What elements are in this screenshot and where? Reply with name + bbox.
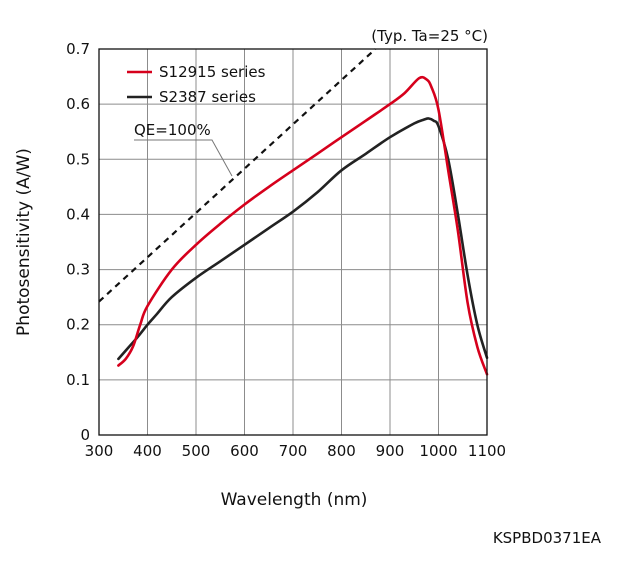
series-line-s12915-series [117,75,489,376]
conditions-note: (Typ. Ta=25 °C) [371,27,488,45]
qe-reference-layer: QE=100% [98,48,377,303]
x-tick-label: 1100 [468,442,506,460]
qe-100-label: QE=100% [134,121,211,139]
x-tick-label: 1000 [419,442,457,460]
x-tick-label: 800 [327,442,356,460]
plot-frame [98,48,488,436]
y-tick-label: 0 [80,426,90,444]
x-tick-label: 700 [279,442,308,460]
x-tick-label: 500 [182,442,211,460]
grid [99,49,487,435]
x-axis-title: Wavelength (nm) [221,490,368,510]
y-tick-label: 0.3 [66,261,90,279]
x-tick-label: 600 [230,442,259,460]
y-tick-label: 0.2 [66,316,90,334]
y-tick-labels: 0 0.1 0.2 0.3 0.4 0.5 0.6 0.7 [66,40,90,444]
y-axis-title: Photosensitivity (A/W) [14,148,34,336]
qe-100-reference-line [98,48,377,303]
y-tick-label: 0.6 [66,95,90,113]
y-tick-label: 0.4 [66,205,90,223]
legend-label: S2387 series [159,88,256,106]
series-line-s2387-series [117,117,489,361]
qe-100-leader [134,139,233,177]
y-tick-label: 0.5 [66,150,90,168]
x-tick-label: 400 [133,442,162,460]
legend: S12915 series S2387 series [127,63,266,106]
series-layer [117,75,489,376]
y-tick-label: 0.1 [66,371,90,389]
y-tick-label: 0.7 [66,40,90,58]
x-tick-labels: 300 400 500 600 700 800 900 1000 1100 [85,442,506,460]
document-code: KSPBD0371EA [492,529,601,547]
legend-label: S12915 series [159,63,266,81]
x-tick-label: 900 [376,442,405,460]
x-tick-label: 300 [85,442,114,460]
